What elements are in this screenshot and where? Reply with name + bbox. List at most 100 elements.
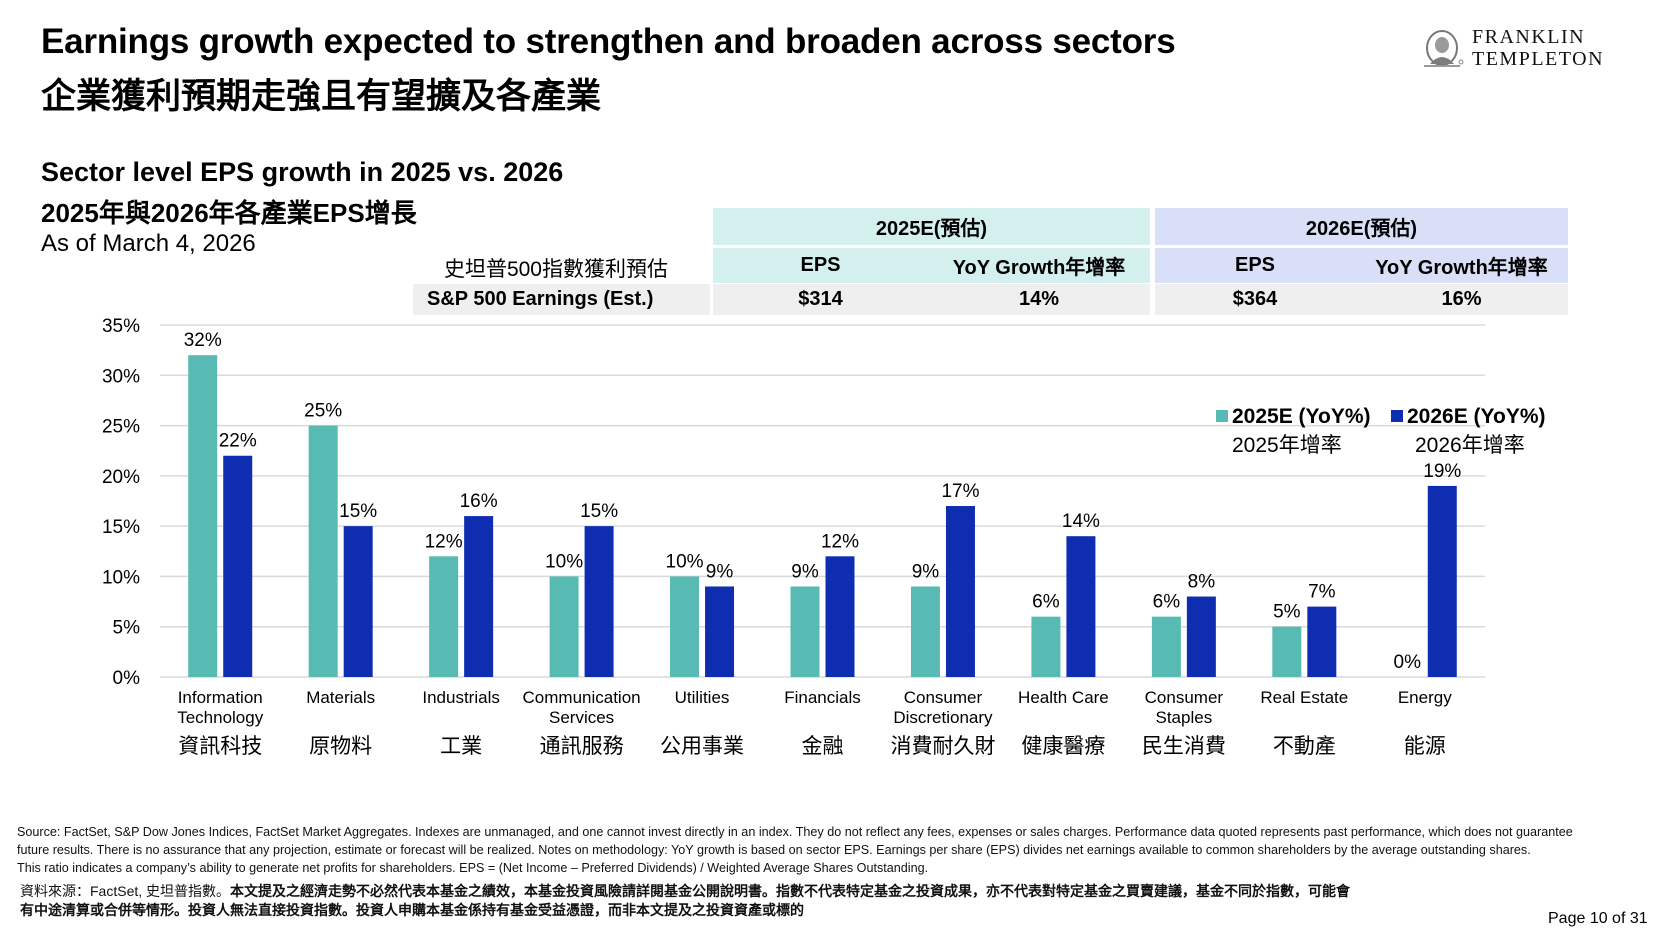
y-tick-label: 20% [102,467,140,488]
x-tick-label-line: Real Estate [1260,688,1349,707]
table-col-yoy-2025: YoY Growth年增率 [928,248,1150,283]
x-tick-label: Information Technology [150,688,290,728]
x-tick-label: Consumer Staples [1114,688,1254,728]
data-label-2026: 14% [1062,511,1100,532]
bar-2026 [343,526,373,677]
x-tick-label-line: Staples [1155,708,1213,727]
data-label-2025: 9% [912,561,940,582]
bar-2026 [945,506,975,677]
x-tick-label: Health Care [993,688,1133,708]
table-value-yoy-2026: 16% [1355,284,1568,315]
x-tick-label-line: Consumer [1144,688,1224,707]
x-tick-label-line: Energy [1397,688,1452,707]
logo-line-2: TEMPLETON [1472,48,1605,70]
table-header-2025: 2025E(預估) [713,208,1150,245]
data-label-2025: 5% [1273,602,1301,623]
x-tick-label-chinese: 金融 [801,735,844,758]
x-tick-label: Communication Services [512,688,652,728]
x-tick-label-chinese: 不動產 [1272,735,1336,758]
legend-swatch-2026 [1391,410,1403,422]
source-chinese: 資料來源：FactSet, 史坦普指數。 [20,883,231,899]
bar-2026 [1186,596,1216,677]
page-number: Page 10 of 31 [1548,910,1648,927]
bar-2025 [790,586,820,677]
y-tick-label: 10% [102,567,140,588]
legend-sublabel-2026: 2026年增率 [1415,434,1525,457]
as-of-date: As of March 4, 2026 [41,230,256,257]
bar-2025 [910,586,940,677]
data-label-2026: 22% [219,431,257,452]
data-label-2026: 12% [821,531,859,552]
table-value-eps-2025: $314 [713,284,928,315]
x-tick-label-chinese: 原物料 [309,735,373,758]
x-tick-label-line: Consumer [903,688,983,707]
x-tick-label-chinese: 資訊科技 [178,735,263,758]
x-tick-label-line: Financials [784,688,861,707]
data-label-2026: 9% [706,561,734,582]
x-tick-label-chinese: 通訊服務 [539,735,624,758]
table-col-eps-2026: EPS [1155,248,1355,283]
x-tick-label: Energy [1355,688,1495,708]
bar-2026 [705,586,735,677]
x-tick-label-chinese: 工業 [440,735,483,758]
x-tick-label-line: Technology [177,708,264,727]
x-tick-label-chinese: 公用事業 [660,735,745,758]
data-label-2025: 10% [545,551,583,572]
data-label-2026: 15% [580,501,618,522]
x-tick-label-chinese: 能源 [1403,735,1446,758]
y-tick-label: 0% [113,668,141,689]
bar-2026 [584,526,614,677]
footnote-line-2: future results. There is no assurance th… [17,843,1531,857]
data-label-2025: 9% [791,561,819,582]
data-label-2025: 6% [1032,592,1060,613]
data-label-2025: 12% [425,531,463,552]
x-tick-label: Real Estate [1234,688,1374,708]
x-tick-label-chinese: 健康醫療 [1021,735,1106,758]
x-tick-label-line: Health Care [1018,688,1109,707]
table-value-eps-2026: $364 [1155,284,1355,315]
table-value-yoy-2025: 14% [928,284,1150,315]
table-row-label: S&P 500 Earnings (Est.) [413,284,710,315]
franklin-portrait-icon [1424,30,1464,67]
data-label-2026: 7% [1308,582,1336,603]
x-tick-label: Financials [753,688,893,708]
disclaimer-chinese-line-2: 有中途清算或合併等情形。投資人無法直接投資指數。投資人申購本基金係持有基金受益憑… [20,902,804,918]
bar-2025 [188,355,218,677]
data-label-2026: 8% [1188,572,1216,593]
x-tick-label-chinese: 民生消費 [1141,735,1226,758]
legend-sublabel-2025: 2025年增率 [1232,434,1342,457]
bar-2025 [670,576,700,677]
x-tick-label: Materials [271,688,411,708]
table-col-yoy-2026: YoY Growth年增率 [1355,248,1568,283]
bar-2026 [825,556,855,677]
footnote-line-3: This ratio indicates a company’s ability… [17,861,929,875]
x-tick-label: Consumer Discretionary [873,688,1013,728]
bar-2026 [1307,606,1337,677]
y-tick-label: 15% [102,517,140,538]
bar-2026 [1066,536,1096,677]
x-tick-label-line: Materials [306,688,376,707]
chart-title-chinese: 2025年與2026年各產業EPS增長 [41,198,417,228]
legend-label-2025: 2025E (YoY%) [1232,405,1371,428]
bar-2025 [1272,626,1302,677]
bar-2025 [1151,616,1181,677]
bar-2026 [464,516,494,677]
y-tick-label: 25% [102,417,140,438]
bar-2026 [1427,485,1457,677]
footnote-line-1: Source: FactSet, S&P Dow Jones Indices, … [17,825,1573,839]
x-tick-label: Utilities [632,688,772,708]
disclaimer-chinese-line-1: 資料來源：FactSet, 史坦普指數。本文提及之經濟走勢不必然代表本基金之績效… [20,882,1350,900]
bar-2025 [549,576,579,677]
legend-swatch-2025 [1216,410,1228,422]
table-header-2026: 2026E(預估) [1155,208,1568,245]
legend-item-2025: 2025E (YoY%) 2025年增率 [1216,405,1371,459]
logo-line-1: FRANKLIN [1472,26,1586,48]
data-label-2025: 10% [666,551,704,572]
data-label-2025: 6% [1153,592,1181,613]
x-tick-label-line: Communication [522,688,641,707]
data-label-2026: 15% [339,501,377,522]
x-tick-label-line: Industrials [422,688,500,707]
data-label-2025: 0% [1394,652,1422,673]
data-label-2025: 25% [304,401,342,422]
bar-2026 [223,455,253,677]
